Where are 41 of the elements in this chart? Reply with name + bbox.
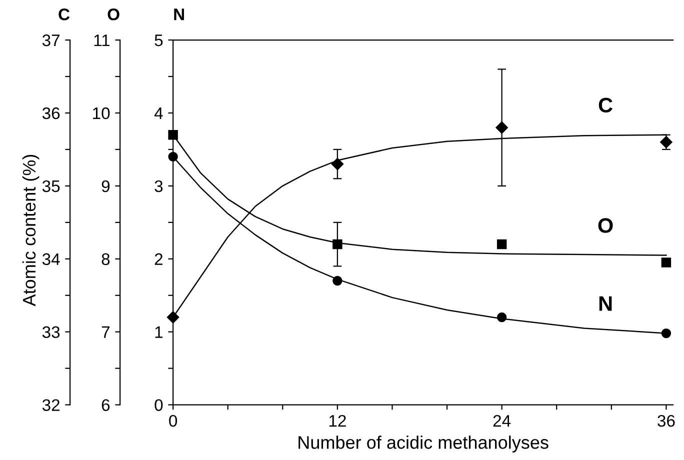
text: C <box>598 98 613 113</box>
y2-tick-label: 10 <box>93 107 110 120</box>
y-tick-label: 1 <box>155 326 163 338</box>
point <box>661 258 672 268</box>
point <box>661 328 672 338</box>
y2-tick-label: 6 <box>102 399 110 412</box>
y3-tick-label: 33 <box>42 326 60 338</box>
y3-tick-label: 34 <box>42 253 60 266</box>
x-axis-title: Number of acidic methanolyses <box>298 436 548 452</box>
y3-axis-title: C <box>58 8 70 20</box>
point <box>496 239 507 250</box>
text: N <box>599 296 612 311</box>
y-tick-label: 5 <box>154 34 163 46</box>
y3-tick-label: 35 <box>42 180 60 192</box>
y-tick-label: 4 <box>154 108 163 120</box>
point <box>496 121 508 134</box>
y2-tick-label: 11 <box>94 34 110 46</box>
x-tick-label: 12 <box>329 414 346 427</box>
y3-tick-label: 32 <box>42 399 60 412</box>
y2-axis-title: O <box>108 8 120 20</box>
x-tick-label: 0 <box>169 414 178 427</box>
y-axis-title: N <box>174 8 184 20</box>
y2-tick-label: 8 <box>102 253 110 266</box>
point <box>166 311 180 324</box>
y2-tick-label: 7 <box>102 326 110 338</box>
point <box>496 312 507 322</box>
y-tick-label: 0 <box>154 399 163 412</box>
y-tick-label: 2 <box>154 253 162 265</box>
point <box>332 239 342 250</box>
x-tick-label: 36 <box>658 414 675 427</box>
y2-tick-label: 9 <box>102 180 110 192</box>
point <box>168 130 178 140</box>
text: Atomic content (%) <box>22 154 40 306</box>
point <box>332 276 342 286</box>
y3-tick-label: 36 <box>42 107 60 120</box>
point <box>168 152 178 162</box>
point <box>331 158 344 170</box>
y-tick-label: 3 <box>154 180 163 192</box>
x-tick-label: 24 <box>493 414 511 427</box>
y3-tick-label: 37 <box>42 34 60 46</box>
text: O <box>598 218 613 233</box>
